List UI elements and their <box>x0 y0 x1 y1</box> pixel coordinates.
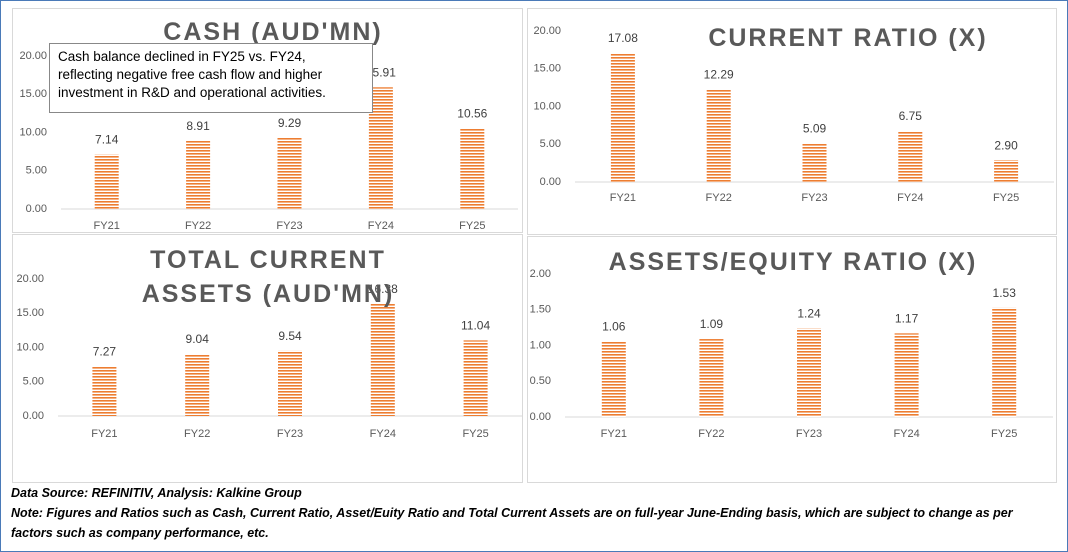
y-tick-label: 20.00 <box>16 273 44 285</box>
data-label: 1.53 <box>993 286 1017 300</box>
x-tick-label: FY25 <box>993 192 1019 204</box>
data-label: 1.06 <box>602 319 626 333</box>
data-label: 2.90 <box>994 138 1018 152</box>
x-tick-label: FY23 <box>796 428 822 440</box>
x-tick-label: FY21 <box>610 192 636 204</box>
bar <box>610 53 635 182</box>
bar <box>460 128 485 209</box>
x-tick-label: FY24 <box>368 220 394 232</box>
chart: 0.00 5.00 10.00 15.00 20.00 FY21 17.08 FY22 12.2… <box>533 25 1054 204</box>
bar <box>277 137 302 209</box>
x-tick-label: FY24 <box>897 192 923 204</box>
y-tick-label: 5.00 <box>540 138 561 150</box>
y-tick-label: 10.00 <box>533 100 561 112</box>
chart-title: CURRENT RATIO (X) <box>708 24 988 52</box>
y-tick-label: 0.00 <box>26 203 47 215</box>
bar <box>94 154 119 209</box>
bar <box>994 160 1019 182</box>
data-label: 8.91 <box>186 119 210 133</box>
data-label: 15.91 <box>366 65 396 79</box>
data-label: 6.75 <box>899 109 923 123</box>
bar <box>601 341 626 417</box>
y-tick-label: 15.00 <box>19 88 47 100</box>
data-label: 5.09 <box>803 122 827 136</box>
bar <box>898 131 923 182</box>
footnote: Note: Figures and Ratios such as Cash, C… <box>11 506 1013 540</box>
bar <box>894 333 919 417</box>
bar <box>370 303 395 416</box>
bar <box>706 89 731 182</box>
data-label: 1.17 <box>895 312 919 326</box>
x-tick-label: FY22 <box>706 192 732 204</box>
bar <box>992 307 1017 417</box>
data-label: 9.54 <box>278 329 302 343</box>
chart-panel: 0.00 5.00 10.00 15.00 20.00 FY21 7.14 FY22 8.91 F… <box>12 8 523 233</box>
x-tick-label: FY22 <box>185 220 211 232</box>
bar <box>278 350 302 416</box>
data-label: 7.14 <box>95 133 119 147</box>
y-tick-label: 2.00 <box>530 268 551 280</box>
x-tick-label: FY22 <box>698 428 724 440</box>
data-label: 9.04 <box>186 332 210 346</box>
bar <box>699 339 724 417</box>
bar <box>797 328 821 417</box>
data-label: 1.24 <box>797 307 821 321</box>
x-tick-label: FY23 <box>801 192 827 204</box>
x-tick-label: FY21 <box>601 428 627 440</box>
x-tick-label: FY25 <box>459 220 485 232</box>
y-tick-label: 15.00 <box>533 63 561 75</box>
chart-title: ASSETS/EQUITY RATIO (X) <box>608 248 978 276</box>
x-tick-label: FY24 <box>370 428 396 440</box>
chart-title: TOTAL CURRENT ASSETS (AUD'MN) <box>141 246 395 308</box>
y-tick-label: 10.00 <box>16 341 44 353</box>
chart: 0.00 5.00 10.00 15.00 20.00 FY21 7.14 FY22 8.91 F… <box>19 50 518 232</box>
data-label: 16.38 <box>368 282 398 296</box>
y-tick-label: 0.00 <box>540 176 561 188</box>
data-label: 1.09 <box>700 317 724 331</box>
bar <box>463 340 488 416</box>
data-label: 9.29 <box>278 116 302 130</box>
y-tick-label: 5.00 <box>26 165 47 177</box>
x-tick-label: FY25 <box>991 428 1017 440</box>
bar <box>185 354 210 416</box>
x-tick-label: FY21 <box>94 220 120 232</box>
y-tick-label: 5.00 <box>23 376 44 388</box>
source-note: Data Source: REFINITIV, Analysis: Kalkin… <box>11 486 302 500</box>
y-tick-label: 20.00 <box>533 25 561 37</box>
y-tick-label: 0.00 <box>23 410 44 422</box>
y-tick-label: 0.00 <box>530 411 551 423</box>
data-label: 11.04 <box>461 319 490 333</box>
y-tick-label: 10.00 <box>19 126 47 138</box>
data-label: 12.29 <box>704 67 734 81</box>
data-label: 7.27 <box>93 344 117 358</box>
x-tick-label: FY22 <box>184 428 210 440</box>
chart-panel: 0.00 5.00 10.00 15.00 20.00 FY21 7.27 FY22 9.04 F… <box>12 234 523 483</box>
bar <box>802 143 827 182</box>
chart: 0.00 0.50 1.00 1.50 2.00 FY21 1.06 FY22 1.09 FY23… <box>530 268 1053 440</box>
chart-title: CASH (AUD'MN) <box>163 18 383 46</box>
y-tick-label: 0.50 <box>530 375 551 387</box>
y-tick-label: 1.00 <box>530 339 551 351</box>
bar <box>186 140 211 209</box>
x-tick-label: FY23 <box>276 220 302 232</box>
y-tick-label: 15.00 <box>16 307 44 319</box>
x-tick-label: FY24 <box>893 428 919 440</box>
x-tick-label: FY23 <box>277 428 303 440</box>
chart-panel: 0.00 0.50 1.00 1.50 2.00 FY21 1.06 FY22 1.09 FY23… <box>527 236 1057 483</box>
bar <box>92 366 117 416</box>
x-tick-label: FY25 <box>462 428 488 440</box>
annotation: Cash balance declined in FY25 vs. FY24, … <box>49 43 373 113</box>
chart: 0.00 5.00 10.00 15.00 20.00 FY21 7.27 FY22 9.04 F… <box>16 273 522 440</box>
y-tick-label: 20.00 <box>19 50 47 62</box>
chart-panel: 0.00 5.00 10.00 15.00 20.00 FY21 17.08 FY22 12.2… <box>527 8 1057 235</box>
y-tick-label: 1.50 <box>530 304 551 316</box>
x-tick-label: FY21 <box>91 428 117 440</box>
data-label: 17.08 <box>608 31 638 45</box>
data-label: 10.56 <box>457 106 487 120</box>
